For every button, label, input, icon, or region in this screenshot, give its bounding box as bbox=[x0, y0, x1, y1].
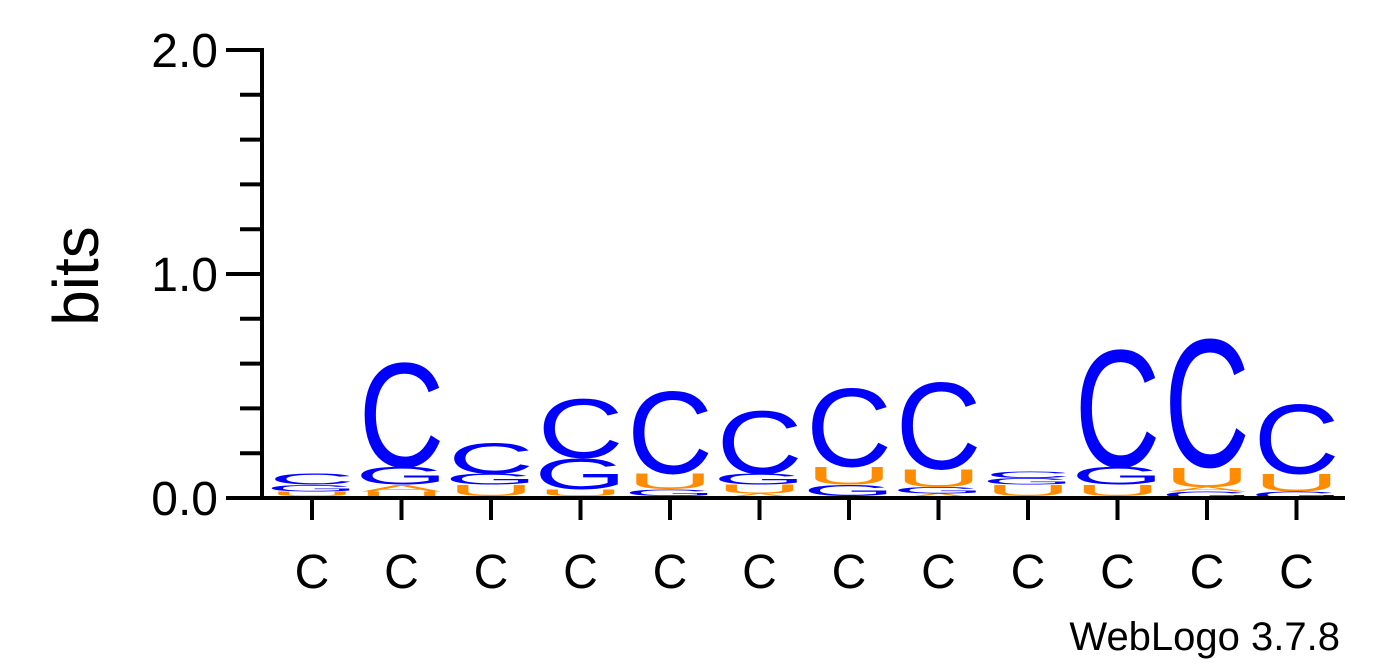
logo-letter-u: U bbox=[806, 462, 892, 490]
x-tick-label: C bbox=[832, 546, 867, 599]
logo-letter-g: G bbox=[624, 487, 716, 497]
logo-letter-c: C bbox=[269, 470, 355, 487]
logo-letter-u: U bbox=[1075, 482, 1161, 499]
logo-letter-u: U bbox=[269, 490, 355, 497]
logo-letter-c: C bbox=[1254, 384, 1340, 495]
logo-letter-u: U bbox=[985, 482, 1071, 499]
logo-letter-c: C bbox=[896, 356, 982, 495]
y-tick-label: 0.0 bbox=[151, 473, 218, 526]
logo-letter-c: C bbox=[538, 382, 624, 476]
logo-letter-a: A bbox=[899, 492, 978, 499]
logo-letter-g: G bbox=[266, 483, 358, 493]
x-tick-label: C bbox=[653, 546, 688, 599]
logo-letter-g: G bbox=[355, 462, 447, 490]
logo-letter-u: U bbox=[627, 470, 713, 494]
x-tick-label: C bbox=[1279, 546, 1314, 599]
x-tick-label: C bbox=[295, 546, 330, 599]
x-tick-label: C bbox=[384, 546, 419, 599]
logo-letter-u: U bbox=[448, 482, 534, 499]
logo-letter-c: C bbox=[985, 469, 1071, 479]
letter-stacks: AUGCUAGCAUGCAUGCAGUCAUGCAGUCAGUCAUGCAUGC… bbox=[266, 300, 1343, 505]
logo-letter-a: A bbox=[362, 483, 442, 493]
x-tick-label: C bbox=[1190, 546, 1225, 599]
logo-letter-u: U bbox=[717, 482, 803, 496]
axes: 0.01.02.0C C C C C C C C C C C C bbox=[151, 25, 1345, 599]
logo-letter-a: A bbox=[1167, 486, 1246, 493]
logo-letter-a: A bbox=[720, 492, 799, 499]
logo-letter-c: C bbox=[448, 434, 534, 483]
logo-letter-g: G bbox=[1161, 490, 1253, 500]
logo-letter-g: G bbox=[445, 470, 537, 487]
logo-letter-c: C bbox=[1164, 300, 1250, 505]
logo-letter-c: C bbox=[359, 332, 445, 499]
logo-letter-g: G bbox=[1250, 490, 1342, 500]
footer-label: WebLogo 3.7.8 bbox=[1069, 615, 1340, 659]
logo-letter-g: G bbox=[534, 450, 626, 499]
logo-letter-g: G bbox=[1071, 462, 1163, 490]
logo-letter-c: C bbox=[1075, 314, 1161, 502]
logo-letter-u: U bbox=[896, 464, 982, 492]
logo-letter-u: U bbox=[359, 490, 445, 500]
y-tick-label: 2.0 bbox=[151, 25, 218, 78]
logo-letter-c: C bbox=[717, 393, 803, 493]
logo-letter-u: U bbox=[1254, 469, 1340, 497]
logo-letter-c: C bbox=[627, 368, 713, 500]
logo-letter-g: G bbox=[713, 470, 805, 487]
x-tick-label: C bbox=[1011, 546, 1046, 599]
x-tick-label: C bbox=[742, 546, 777, 599]
x-tick-label: C bbox=[1100, 546, 1135, 599]
x-tick-label: C bbox=[474, 546, 509, 599]
logo-letter-c: C bbox=[806, 366, 892, 491]
x-tick-label: C bbox=[921, 546, 956, 599]
logo-letter-g: G bbox=[892, 485, 984, 495]
logo-letter-u: U bbox=[538, 487, 624, 497]
logo-letter-u: U bbox=[1164, 462, 1250, 493]
logo-letter-g: G bbox=[982, 476, 1074, 486]
logo-letter-g: G bbox=[803, 482, 895, 499]
x-tick-label: C bbox=[563, 546, 598, 599]
y-axis-label: bits bbox=[40, 226, 112, 326]
y-tick-label: 1.0 bbox=[151, 249, 218, 302]
